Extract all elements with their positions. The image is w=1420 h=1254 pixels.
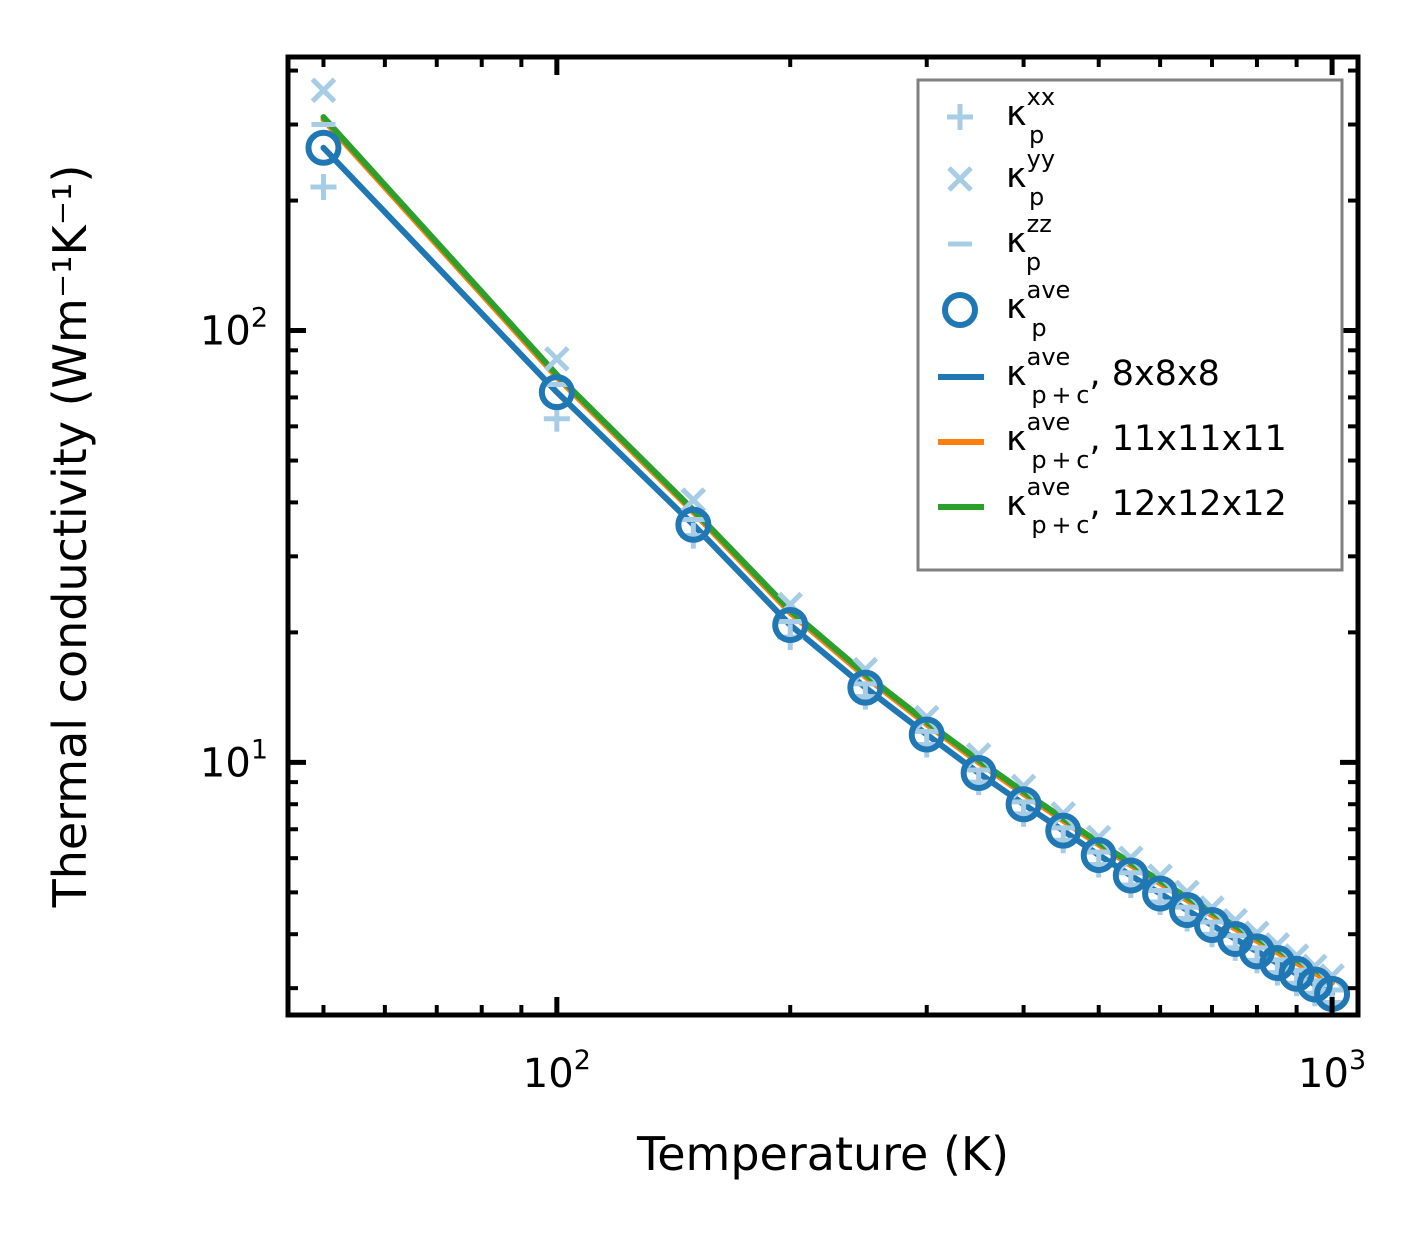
tick-label-exponent: 3 — [1349, 1045, 1366, 1076]
marker-cross — [680, 487, 707, 513]
legend-suffix: , 11x11x11 — [1089, 419, 1286, 459]
marker-circle — [1112, 857, 1149, 894]
legend-suffix: , 8x8x8 — [1089, 354, 1219, 394]
marker-circle — [1296, 966, 1333, 1003]
marker-circle — [1045, 812, 1082, 849]
y-tick-label: 102 — [200, 303, 268, 355]
legend-subscript: p — [1026, 248, 1041, 276]
legend-symbol: κ — [1006, 419, 1027, 459]
legend-item[interactable]: κzz p — [948, 210, 1052, 276]
marker-circle — [675, 506, 712, 543]
x-tick-label: 103 — [1298, 1045, 1366, 1097]
marker-circle — [538, 374, 575, 411]
marker-circle — [1005, 786, 1042, 823]
marker-circle — [1259, 945, 1296, 982]
legend-label: κzz p — [1006, 210, 1052, 276]
legend-subscript: p — [1031, 314, 1046, 342]
marker-circle — [847, 669, 884, 706]
tick-label-base: 10 — [523, 1051, 574, 1097]
marker-circle — [1080, 837, 1117, 874]
legend-label: κave p — [1006, 276, 1070, 342]
legend-item[interactable]: κave p + c, 12x12x12 — [938, 473, 1287, 539]
marker-circle — [305, 129, 342, 166]
legend-label: κave p + c, 11x11x11 — [1006, 408, 1287, 474]
legend-symbol: κ — [1006, 354, 1027, 394]
legend-item[interactable]: κave p + c, 11x11x11 — [938, 408, 1287, 474]
legend-symbol: κ — [1006, 484, 1027, 524]
marker-cross — [947, 166, 973, 192]
legend-superscript: ave — [1027, 276, 1071, 304]
marker-circle — [1169, 892, 1206, 929]
legend-suffix: , 12x12x12 — [1089, 484, 1286, 524]
tick-label-base: 10 — [1298, 1051, 1349, 1097]
legend-subscript: p + c — [1031, 381, 1089, 409]
legend-subscript: p — [1029, 121, 1044, 149]
legend-superscript: ave — [1027, 343, 1071, 371]
legend-box — [916, 78, 1344, 572]
legend-symbol: κ — [1006, 156, 1027, 196]
legend-item[interactable]: κxx p — [947, 83, 1055, 149]
legend-superscript: ave — [1027, 473, 1071, 501]
tick-marks — [288, 57, 1358, 1015]
tick-label-exponent: 2 — [251, 303, 268, 334]
data-layer — [305, 77, 1351, 1015]
series-markers — [305, 129, 1351, 1012]
legend-superscript: zz — [1027, 210, 1052, 238]
marker-circle — [1142, 875, 1179, 912]
legend-subscript: p — [1029, 183, 1044, 211]
legend-item[interactable]: κave p + c, 8x8x8 — [938, 343, 1220, 409]
marker-cross — [310, 77, 337, 104]
legend-superscript: ave — [1027, 408, 1071, 436]
legend-label: κave p + c, 8x8x8 — [1006, 343, 1220, 409]
marker-circle — [960, 754, 997, 791]
legend-item[interactable]: κyy p — [947, 145, 1055, 211]
legend-symbol: κ — [1006, 221, 1027, 261]
y-axis-label: Thermal conductivity (Wm⁻¹K⁻¹) — [43, 165, 97, 909]
legend-symbol: κ — [1006, 94, 1027, 134]
legend-item[interactable]: κave p — [942, 276, 1070, 342]
series-markers — [311, 122, 1345, 993]
tick-label-base: 10 — [200, 309, 251, 355]
tick-label-exponent: 1 — [251, 734, 268, 765]
legend-subscript: p + c — [1031, 511, 1089, 539]
legend-symbol: κ — [1006, 287, 1027, 327]
x-axis-label: Temperature (K) — [636, 1127, 1009, 1181]
y-tick-label: 101 — [200, 734, 268, 786]
legend-label: κxx p — [1006, 83, 1055, 149]
legend-label: κyy p — [1006, 145, 1055, 211]
marker-circle — [1278, 955, 1315, 992]
legend-label: κave p + c, 12x12x12 — [1006, 473, 1287, 539]
tick-label-exponent: 2 — [574, 1045, 591, 1076]
marker-circle — [772, 607, 809, 644]
legend-subscript: p + c — [1031, 446, 1089, 474]
legend-superscript: xx — [1027, 83, 1055, 111]
axis-frame — [285, 54, 1361, 1018]
x-tick-label: 102 — [523, 1045, 591, 1097]
marker-circle — [942, 292, 978, 328]
marker-cross — [544, 346, 570, 372]
tick-label-base: 10 — [200, 740, 251, 786]
marker-circle — [908, 716, 945, 753]
legend-superscript: yy — [1027, 145, 1055, 173]
